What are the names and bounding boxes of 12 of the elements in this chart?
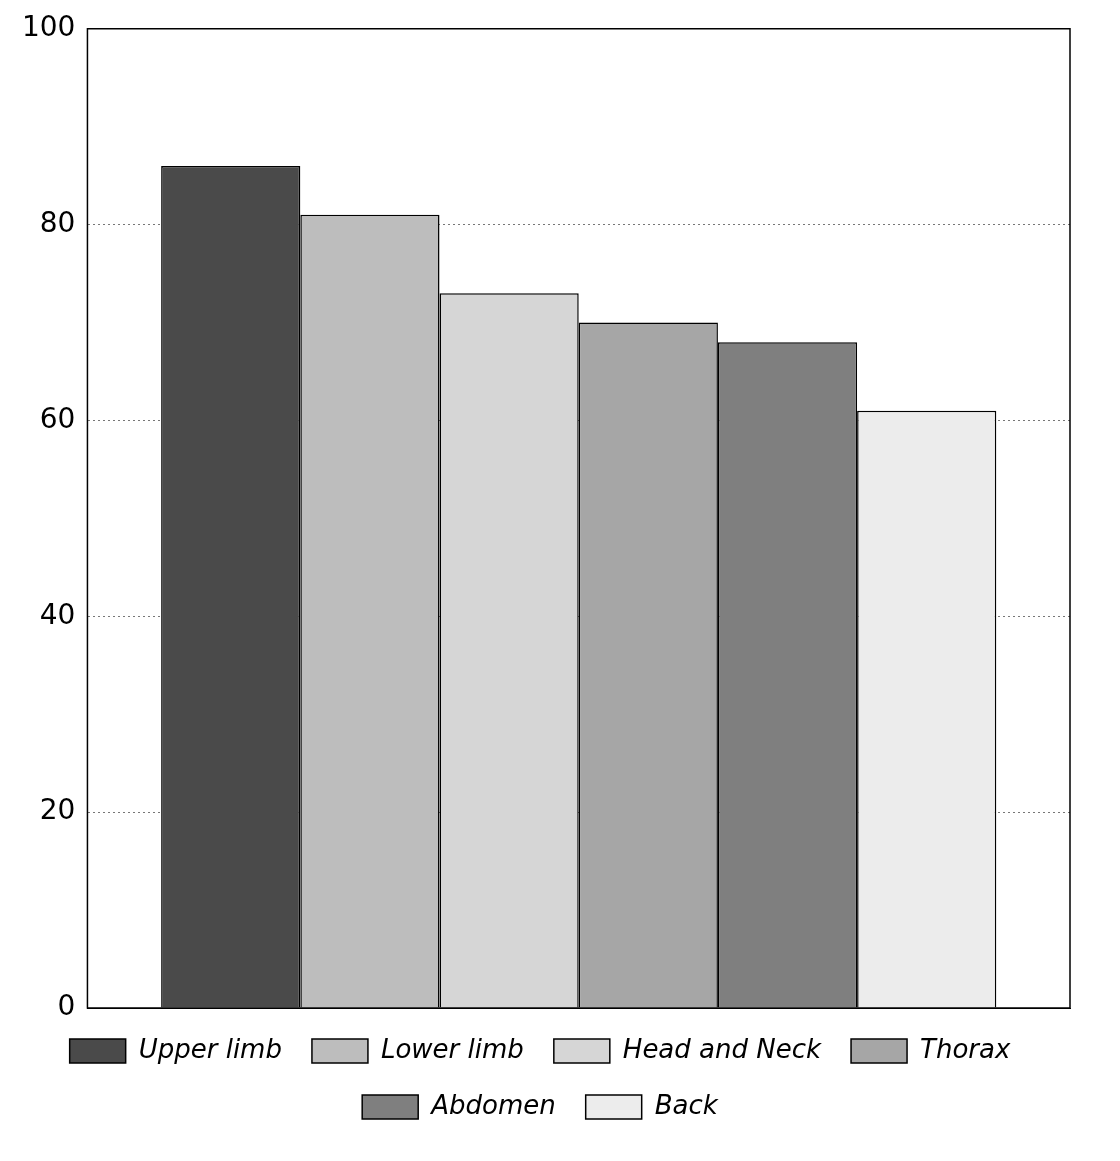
y-tick-label: 0 (57, 989, 76, 1023)
legend-label: Thorax (920, 1033, 1011, 1064)
legend-label: Upper limb (138, 1033, 282, 1064)
legend-label: Lower limb (380, 1033, 524, 1064)
y-tick-label: 20 (39, 793, 76, 827)
legend-label: Back (654, 1089, 719, 1120)
legend-label: Abdomen (429, 1089, 556, 1120)
y-tick-label: 100 (21, 10, 76, 44)
y-tick-label: 80 (39, 205, 76, 239)
legend-label: Head and Neck (622, 1033, 822, 1064)
y-tick-label: 60 (39, 401, 76, 435)
y-tick-label: 40 (39, 597, 76, 631)
